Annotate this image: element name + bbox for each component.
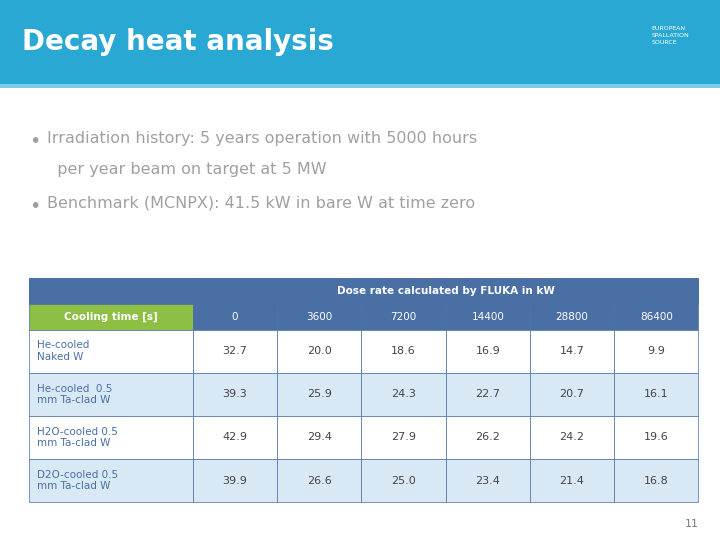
Text: 20.0: 20.0 — [307, 346, 332, 356]
Text: 3600: 3600 — [306, 312, 333, 322]
Text: 14400: 14400 — [472, 312, 504, 322]
Text: 9.9: 9.9 — [647, 346, 665, 356]
Text: 0: 0 — [232, 312, 238, 322]
Text: 29.4: 29.4 — [307, 433, 332, 442]
Text: 25.0: 25.0 — [391, 476, 416, 485]
Text: 11: 11 — [685, 519, 698, 529]
Text: He-cooled
Naked W: He-cooled Naked W — [37, 340, 90, 362]
Text: EUROPEAN
SPALLATION
SOURCE: EUROPEAN SPALLATION SOURCE — [652, 26, 689, 45]
Text: 42.9: 42.9 — [222, 433, 248, 442]
Text: 16.9: 16.9 — [475, 346, 500, 356]
Text: •: • — [29, 132, 40, 151]
Text: 32.7: 32.7 — [222, 346, 248, 356]
Text: Benchmark (MCNPX): 41.5 kW in bare W at time zero: Benchmark (MCNPX): 41.5 kW in bare W at … — [47, 195, 475, 211]
Text: 26.2: 26.2 — [475, 433, 500, 442]
Text: 7200: 7200 — [390, 312, 417, 322]
Text: 26.6: 26.6 — [307, 476, 332, 485]
Text: 24.3: 24.3 — [391, 389, 416, 400]
Text: per year beam on target at 5 MW: per year beam on target at 5 MW — [47, 162, 326, 177]
Text: 39.9: 39.9 — [222, 476, 248, 485]
Text: 14.7: 14.7 — [559, 346, 585, 356]
Text: 28800: 28800 — [556, 312, 588, 322]
Text: 23.4: 23.4 — [475, 476, 500, 485]
Text: Irradiation history: 5 years operation with 5000 hours: Irradiation history: 5 years operation w… — [47, 131, 477, 146]
Text: Dose rate calculated by FLUKA in kW: Dose rate calculated by FLUKA in kW — [337, 286, 554, 296]
Text: 18.6: 18.6 — [391, 346, 416, 356]
Text: 86400: 86400 — [640, 312, 672, 322]
Text: 20.7: 20.7 — [559, 389, 585, 400]
Circle shape — [585, 24, 623, 62]
Text: 19.6: 19.6 — [644, 433, 669, 442]
Text: 25.9: 25.9 — [307, 389, 332, 400]
Text: H2O-cooled 0.5
mm Ta-clad W: H2O-cooled 0.5 mm Ta-clad W — [37, 427, 118, 448]
Text: 21.4: 21.4 — [559, 476, 585, 485]
Text: 24.2: 24.2 — [559, 433, 585, 442]
Text: Cooling time [s]: Cooling time [s] — [64, 312, 158, 322]
Text: 22.7: 22.7 — [475, 389, 500, 400]
Text: He-cooled  0.5
mm Ta-clad W: He-cooled 0.5 mm Ta-clad W — [37, 383, 113, 405]
Text: 27.9: 27.9 — [391, 433, 416, 442]
Text: 16.8: 16.8 — [644, 476, 669, 485]
Text: 16.1: 16.1 — [644, 389, 669, 400]
Text: 39.3: 39.3 — [222, 389, 248, 400]
Text: •: • — [29, 197, 40, 216]
Text: ess: ess — [590, 33, 618, 49]
Text: Decay heat analysis: Decay heat analysis — [22, 28, 333, 56]
Text: D2O-cooled 0.5
mm Ta-clad W: D2O-cooled 0.5 mm Ta-clad W — [37, 470, 119, 491]
